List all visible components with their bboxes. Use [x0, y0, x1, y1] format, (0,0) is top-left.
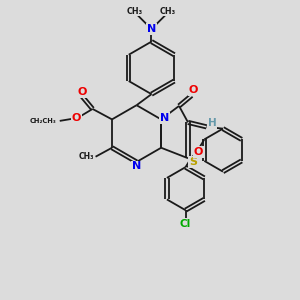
- Text: S: S: [189, 157, 197, 167]
- Text: O: O: [188, 85, 198, 95]
- Text: CH₂CH₃: CH₂CH₃: [29, 118, 56, 124]
- Text: N: N: [132, 161, 141, 171]
- Text: Cl: Cl: [180, 219, 191, 229]
- Text: H: H: [208, 118, 216, 128]
- Text: CH₃: CH₃: [127, 7, 143, 16]
- Text: O: O: [71, 113, 81, 123]
- Text: CH₃: CH₃: [79, 152, 94, 161]
- Text: O: O: [194, 147, 203, 157]
- Text: O: O: [77, 87, 87, 97]
- Text: N: N: [147, 24, 156, 34]
- Text: CH₃: CH₃: [160, 7, 176, 16]
- Text: N: N: [160, 113, 169, 123]
